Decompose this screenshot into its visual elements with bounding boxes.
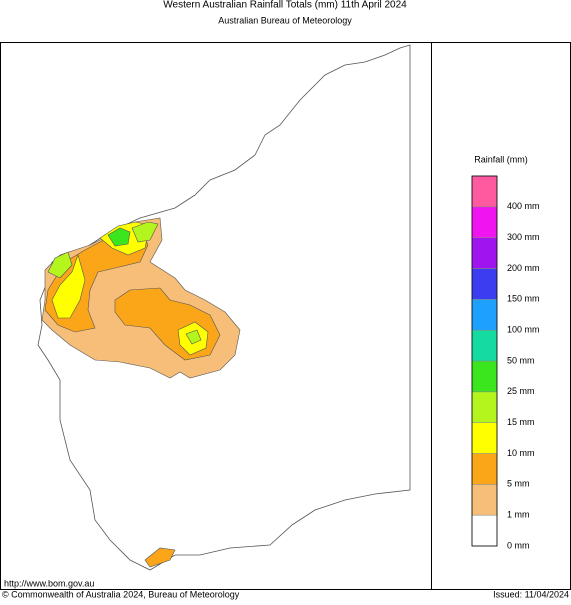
legend-title: Rainfall (mm)	[474, 154, 528, 164]
legend-swatch	[471, 391, 498, 423]
legend-label: 100 mm	[507, 325, 540, 335]
legend-label: 0 mm	[507, 540, 530, 550]
legend-swatch	[471, 453, 498, 485]
legend-swatch	[471, 514, 498, 547]
issued: Issued: 11/04/2024	[493, 589, 569, 599]
legend-swatch	[471, 299, 498, 331]
legend-label: 5 mm	[507, 479, 530, 489]
legend-swatch	[471, 484, 498, 516]
title: Western Australian Rainfall Totals (mm) …	[163, 0, 407, 11]
legend-label: 1 mm	[507, 510, 530, 520]
state-outline	[37, 44, 411, 571]
rainfall-areas	[41, 217, 241, 568]
legend-swatch	[471, 206, 498, 238]
subtitle: Australian Bureau of Meteorology	[218, 15, 352, 25]
legend-swatch	[471, 237, 498, 269]
legend-label: 15 mm	[507, 417, 535, 427]
legend-swatch	[471, 175, 498, 208]
legend-frame	[431, 42, 571, 590]
legend-swatch	[471, 360, 498, 393]
legend-swatch	[471, 329, 498, 362]
legend-label: 25 mm	[507, 386, 535, 396]
legend-label: 10 mm	[507, 448, 535, 458]
url: http://www.bom.gov.au	[4, 578, 94, 588]
legend-label: 300 mm	[507, 232, 540, 242]
legend-label: 400 mm	[507, 201, 540, 211]
legend-label: 200 mm	[507, 263, 540, 273]
legend-label: 50 mm	[507, 355, 535, 365]
legend-label: 150 mm	[507, 294, 540, 304]
legend-border	[471, 175, 498, 547]
legend-swatch	[471, 268, 498, 300]
legend-swatch	[471, 422, 498, 454]
copyright: © Commonwealth of Australia 2024, Bureau…	[2, 589, 240, 599]
